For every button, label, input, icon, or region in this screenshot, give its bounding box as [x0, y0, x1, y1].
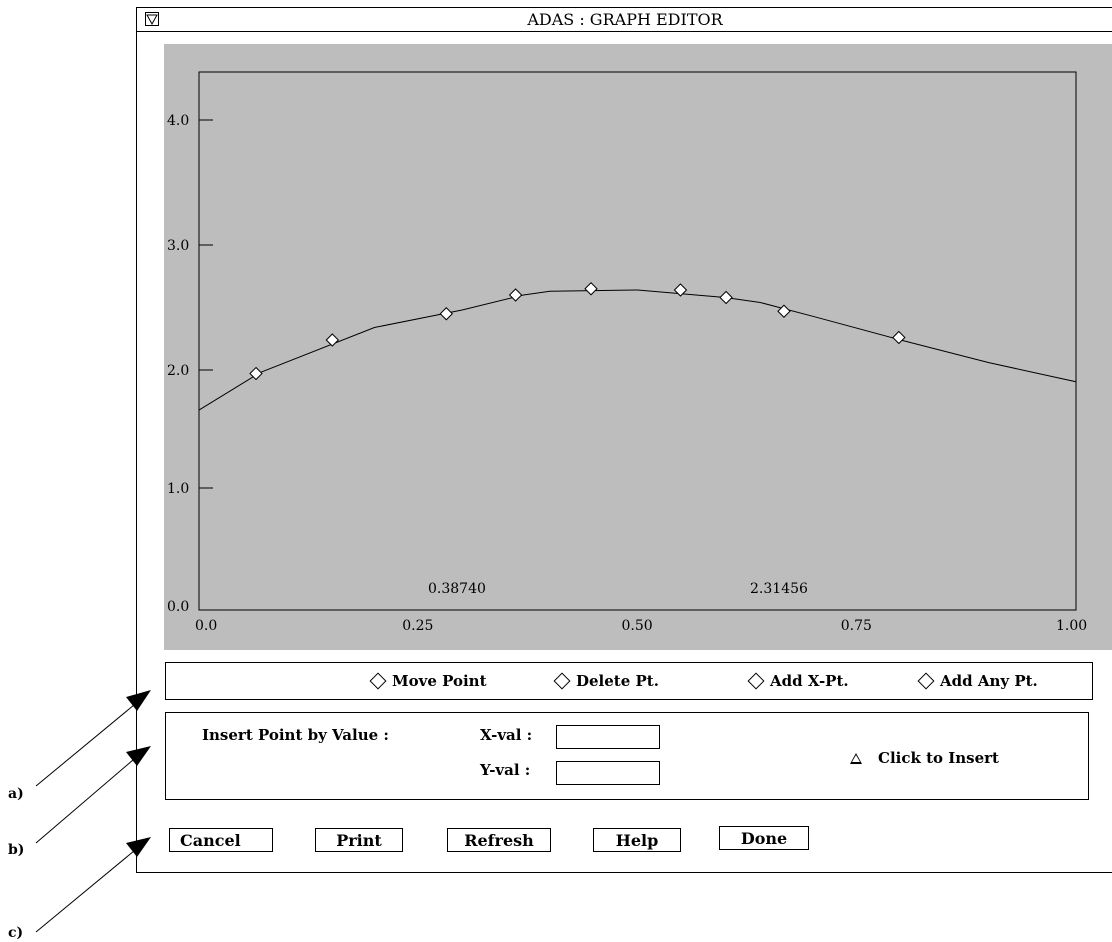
y-tick-label: 4.0	[167, 113, 189, 129]
mode-label: Delete Pt.	[576, 672, 659, 690]
callout-label-c: c)	[8, 925, 24, 941]
help-button[interactable]: Help	[593, 828, 681, 852]
x-tick-label: 0.50	[622, 618, 653, 634]
mode-label: Add X-Pt.	[770, 672, 849, 690]
readout-y-value: 2.31456	[750, 581, 808, 597]
refresh-button[interactable]: Refresh	[447, 828, 551, 852]
y-tick-label: 0.0	[167, 599, 189, 615]
print-button[interactable]: Print	[315, 828, 403, 852]
data-point-marker[interactable]	[249, 366, 263, 381]
edit-mode-panel: Move Point Delete Pt. Add X-Pt. Add Any …	[165, 662, 1093, 700]
data-point-marker[interactable]	[439, 307, 454, 321]
data-point-marker[interactable]	[892, 330, 906, 345]
mode-label: Move Point	[392, 672, 487, 690]
diamond-icon	[747, 672, 765, 690]
mode-add-any-point[interactable]: Add Any Pt.	[917, 672, 1038, 690]
y-tick-label: 2.0	[167, 363, 189, 379]
diamond-icon	[917, 672, 935, 690]
triangle-up-icon	[850, 752, 862, 764]
callout-label-a: a)	[8, 786, 24, 802]
callout-arrow-b	[35, 746, 151, 844]
x-tick-label: 1.00	[1056, 618, 1087, 634]
graph-editor-window: ADAS : GRAPH EDITOR 0.0 1.0 2.0 3.0 4.0 0.0 0.…	[136, 7, 1112, 873]
diamond-icon	[369, 672, 387, 690]
callout-arrows	[35, 690, 151, 933]
diamond-icon	[553, 672, 571, 690]
mode-add-x-point[interactable]: Add X-Pt.	[747, 672, 849, 690]
yval-input[interactable]	[556, 761, 660, 785]
x-tick-label: 0.75	[841, 618, 872, 634]
window-menu-button[interactable]	[145, 12, 159, 26]
callout-arrow-c	[35, 837, 151, 933]
mode-label: Add Any Pt.	[940, 672, 1038, 690]
insert-point-panel: Insert Point by Value : X-val : Y-val : …	[165, 712, 1089, 800]
callout-label-b: b)	[8, 842, 25, 858]
data-point-marker[interactable]	[325, 333, 340, 347]
data-point-marker[interactable]	[508, 288, 523, 302]
cancel-button[interactable]: Cancel	[169, 828, 273, 852]
plot-frame	[198, 71, 1077, 611]
xval-input[interactable]	[556, 725, 660, 749]
readout-x-value: 0.38740	[428, 581, 486, 597]
click-to-insert-label: Click to Insert	[878, 749, 999, 767]
done-button[interactable]: Done	[719, 826, 809, 850]
data-point-marker[interactable]	[777, 304, 791, 318]
x-tick-label: 0.0	[195, 618, 217, 634]
y-tick-label: 1.0	[167, 481, 189, 497]
yval-label: Y-val :	[480, 761, 531, 779]
triangle-down-icon	[146, 14, 158, 25]
mode-delete-point[interactable]: Delete Pt.	[553, 672, 659, 690]
data-point-marker[interactable]	[719, 290, 733, 305]
data-point-marker[interactable]	[673, 283, 688, 297]
click-to-insert-button[interactable]: Click to Insert	[850, 749, 999, 767]
window-title: ADAS : GRAPH EDITOR	[527, 10, 723, 29]
mode-move-point[interactable]: Move Point	[369, 672, 487, 690]
title-bar: ADAS : GRAPH EDITOR	[137, 8, 1112, 32]
xval-label: X-val :	[480, 726, 533, 744]
plot-area[interactable]: 0.0 1.0 2.0 3.0 4.0 0.0 0.25 0.50 0.75 1.00 0.387…	[164, 44, 1112, 650]
x-tick-label: 0.25	[402, 618, 433, 634]
callout-arrow-a	[35, 690, 151, 787]
y-tick-label: 3.0	[167, 238, 189, 254]
data-point-marker[interactable]	[584, 282, 598, 296]
fit-curve-line	[198, 289, 1077, 411]
insert-title: Insert Point by Value :	[202, 726, 389, 744]
graph-canvas[interactable]: 0.0 1.0 2.0 3.0 4.0 0.0 0.25 0.50 0.75 1.00 0.387…	[164, 44, 1112, 650]
